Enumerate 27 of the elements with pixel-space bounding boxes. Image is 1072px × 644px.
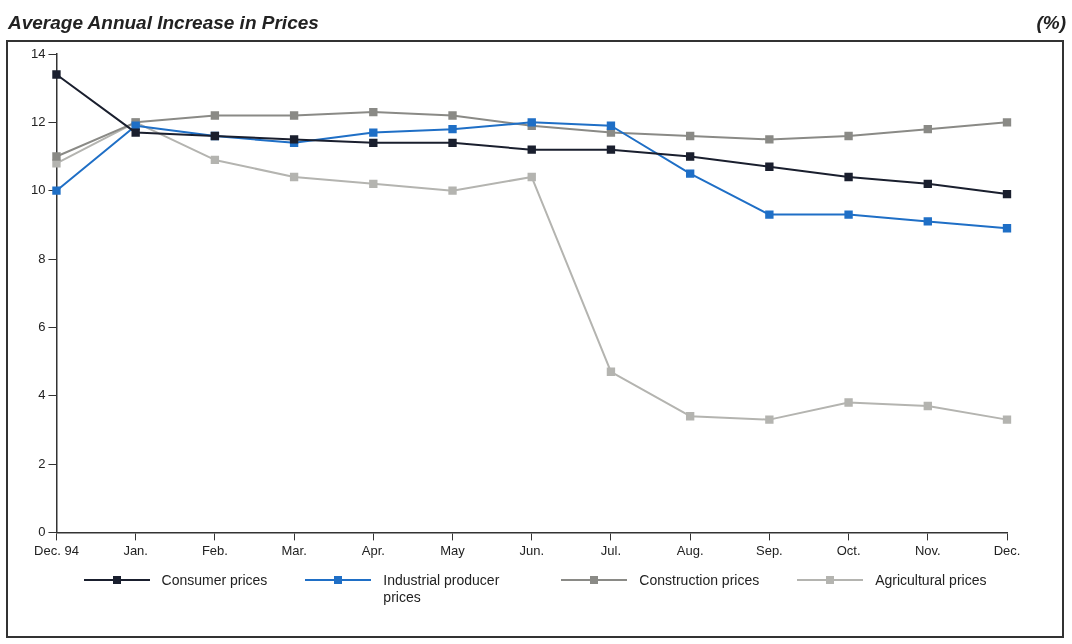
y-tick-label: 0 — [38, 523, 46, 539]
x-tick-label: Jul. — [600, 542, 622, 558]
text: (%) — [1036, 12, 1066, 34]
x-tick-label: Dec. 94 — [34, 542, 79, 558]
y-tick-label: 6 — [38, 318, 46, 334]
legend-label: Agricultural prices — [875, 572, 987, 589]
y-tick-label: 12 — [30, 113, 46, 129]
x-tick-label: Dec. — [993, 542, 1021, 558]
y-tick-label: 8 — [38, 250, 46, 266]
x-tick-label: Feb. — [201, 542, 228, 558]
legend-label: Industrial producer prices — [383, 572, 501, 606]
chart-title: Average Annual Increase in Prices — [8, 12, 319, 34]
y-tick-label: 10 — [30, 182, 46, 198]
x-tick-label: May — [440, 542, 466, 558]
x-tick-label: Jun. — [519, 542, 545, 558]
x-tick-label: Sep. — [755, 542, 783, 558]
x-tick-label: Mar. — [281, 542, 307, 558]
legend-label: Construction prices — [639, 572, 760, 589]
y-tick-label: 14 — [30, 45, 46, 61]
x-tick-label: Apr. — [361, 542, 385, 558]
y-tick-label: 2 — [38, 455, 46, 471]
legend-label: Consumer prices — [161, 572, 268, 589]
x-tick-label: Jan. — [123, 542, 148, 558]
x-tick-label: Nov. — [914, 542, 941, 558]
y-tick-label: 4 — [38, 387, 46, 403]
x-tick-label: Aug. — [676, 542, 704, 558]
x-tick-label: Oct. — [836, 542, 861, 558]
